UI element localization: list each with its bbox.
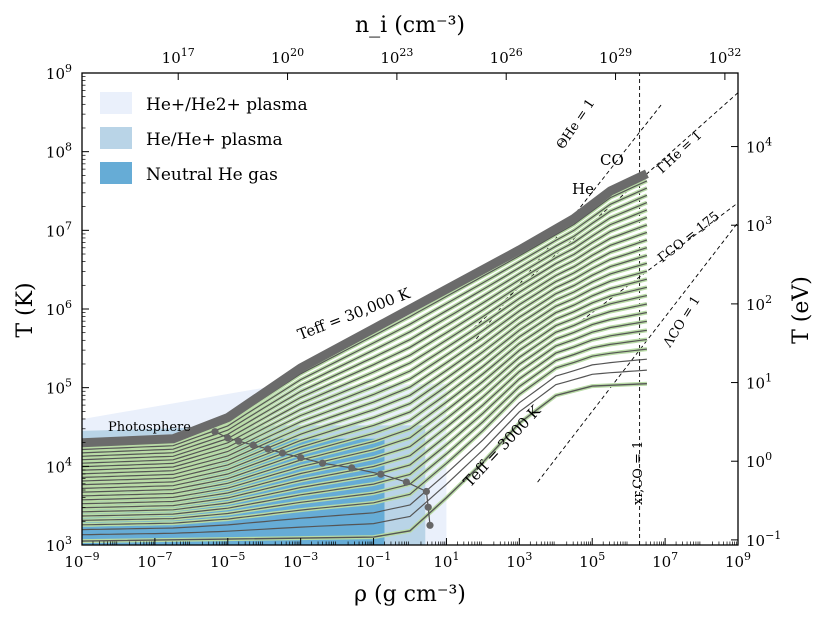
- reference-line-gamma-he-1: [468, 92, 738, 333]
- cooling-track: [82, 295, 648, 501]
- x-tick-label: 107: [652, 550, 678, 571]
- photosphere-point: [224, 434, 232, 442]
- cooling-track: [82, 358, 647, 531]
- gamma-he-label: ΓHe = 1: [654, 128, 705, 177]
- cooling-track: [82, 194, 648, 454]
- y-tick-label: 106: [46, 298, 72, 319]
- right-tick-label: 103: [746, 214, 772, 235]
- photosphere-point: [426, 521, 434, 529]
- photosphere-point: [249, 441, 257, 449]
- top-tick-label: 1020: [271, 46, 304, 67]
- y-tick-label: 107: [46, 219, 72, 240]
- photosphere-point: [424, 503, 432, 511]
- x-tick-label: 10−1: [356, 550, 391, 571]
- x-tick-label: 105: [579, 550, 605, 571]
- legend-swatch-neutral-he: [100, 162, 132, 184]
- track-teff-3000: [82, 383, 647, 542]
- y-tick-label: 104: [46, 455, 72, 476]
- top-tick-label: 1032: [708, 46, 741, 67]
- x-tick-label: 109: [725, 550, 751, 571]
- top-axis-label: n_i (cm⁻³): [355, 13, 465, 38]
- axis-ticks: 10−9 10−7 10−5 10−3 10−1 101 103 105 107 109 103 10…: [46, 46, 781, 571]
- right-tick-label: 10−1: [746, 529, 781, 550]
- cooling-track: [82, 303, 648, 505]
- cooling-track: [82, 202, 648, 457]
- cooling-track: [82, 216, 648, 464]
- legend-label-neutral-he: Neutral He gas: [146, 165, 278, 185]
- top-tick-label: 1029: [599, 46, 632, 67]
- reference-line-gamma-co-175: [581, 202, 738, 322]
- top-tick-label: 1026: [490, 46, 523, 67]
- x-tick-label: 101: [433, 550, 459, 571]
- gamma-co-label: ΓCO = 175: [655, 209, 722, 266]
- cooling-track: [82, 231, 648, 471]
- photosphere-point: [297, 454, 305, 462]
- track-teff-30000: [82, 169, 649, 448]
- cooling-track: [82, 262, 648, 486]
- x-tick-label: 103: [506, 550, 532, 571]
- photosphere-point: [422, 487, 430, 496]
- right-tick-label: 101: [746, 372, 772, 393]
- photosphere-label: Photosphere: [108, 420, 191, 435]
- photosphere-point: [402, 478, 410, 486]
- cooling-track: [82, 286, 648, 497]
- cooling-track: [82, 270, 648, 489]
- photosphere-point: [278, 449, 286, 457]
- y-tick-label: 103: [46, 534, 72, 555]
- x-tick-label: 10−5: [210, 550, 245, 571]
- he-label: He: [572, 180, 594, 198]
- x-tick-label: 10−7: [137, 550, 172, 571]
- x-tick-label: 10−3: [283, 550, 318, 571]
- co-label: CO: [600, 151, 624, 169]
- x-r-co-label: xr,CO = 1: [631, 441, 646, 505]
- x-axis-label: ρ (g cm⁻³): [354, 582, 466, 607]
- right-tick-label: 100: [746, 450, 772, 471]
- reference-line-lambda-co-1: [537, 222, 738, 483]
- cooling-track: [82, 278, 648, 493]
- cooling-tracks: [82, 169, 649, 544]
- legend: He+/He2+ plasma He/He+ plasma Neutral He…: [100, 92, 308, 185]
- legend-label-he-he-plus-plasma: He/He+ plasma: [146, 130, 283, 150]
- x-tick-label: 10−9: [64, 550, 99, 571]
- photosphere-point: [318, 459, 327, 467]
- top-tick-label: 1017: [162, 46, 195, 67]
- y-tick-label: 108: [46, 141, 72, 162]
- cooling-track: [82, 311, 648, 509]
- photosphere-track: [211, 428, 434, 529]
- legend-label-he-plus-plasma: He+/He2+ plasma: [146, 95, 308, 115]
- cooling-track: [82, 254, 648, 482]
- cooling-track: [82, 320, 648, 513]
- photosphere-point: [377, 470, 385, 478]
- right-axis-label: T (eV): [789, 276, 814, 344]
- legend-swatch-he-plus-plasma: [100, 92, 132, 114]
- photosphere-point: [211, 428, 219, 436]
- cooling-track: [82, 369, 647, 536]
- top-tick-label: 1023: [380, 46, 413, 67]
- cooling-track: [82, 247, 648, 478]
- photosphere-point: [348, 464, 356, 472]
- cooling-track: [82, 224, 648, 468]
- cooling-track: [82, 329, 647, 517]
- cooling-track: [82, 239, 648, 475]
- cooling-track: [82, 348, 647, 526]
- right-tick-label: 102: [746, 293, 772, 314]
- right-tick-label: 104: [746, 136, 772, 157]
- y-tick-label: 109: [46, 62, 72, 83]
- photosphere-point: [235, 437, 243, 445]
- photosphere-point: [264, 445, 272, 453]
- y-axis-label: T (K): [13, 282, 38, 337]
- lambda-co-label: ΛCO = 1: [660, 293, 704, 350]
- legend-swatch-he-he-plus-plasma: [100, 127, 132, 149]
- cooling-track: [82, 338, 647, 521]
- y-tick-label: 105: [46, 377, 72, 398]
- theta-he-label: ΘHe = 1: [554, 96, 598, 152]
- cooling-track: [82, 209, 648, 461]
- cooling-track: [82, 187, 648, 451]
